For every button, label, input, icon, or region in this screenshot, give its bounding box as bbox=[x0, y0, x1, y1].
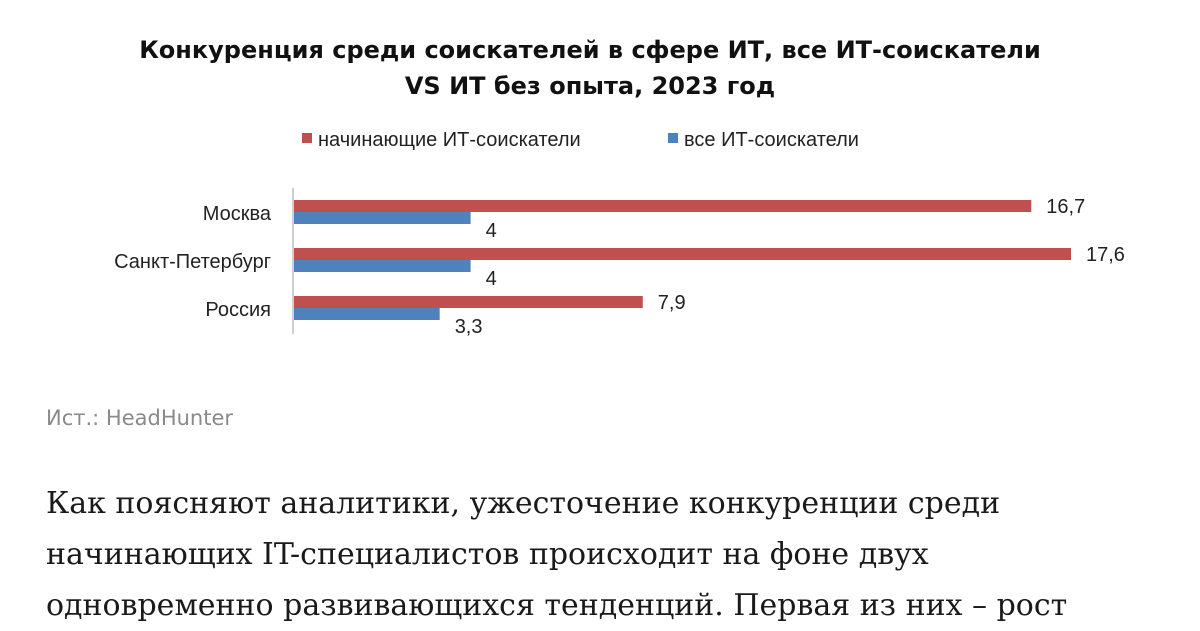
legend-swatch-beginners bbox=[302, 133, 312, 143]
bar-all bbox=[294, 260, 471, 272]
value-label: 4 bbox=[486, 268, 497, 290]
legend-label-all: все ИТ-соискатели bbox=[684, 129, 859, 151]
source-caption: Ист.: HeadHunter bbox=[46, 406, 234, 430]
article-line: начинающих IT-специалистов происходит на… bbox=[46, 537, 929, 572]
category-label: Россия bbox=[205, 299, 271, 321]
value-label: 4 bbox=[486, 220, 497, 242]
legend-label-beginners: начинающие ИТ-соискатели bbox=[318, 129, 581, 151]
value-labels: 16,7 4 17,6 4 7,9 3,3 bbox=[455, 196, 1125, 338]
category-labels: Москва Санкт-Петербург Россия bbox=[114, 203, 272, 321]
bar-beginners bbox=[294, 248, 1071, 260]
category-label: Санкт-Петербург bbox=[114, 251, 271, 273]
chart-title-line-2: VS ИТ без опыта, 2023 год bbox=[405, 72, 775, 100]
bar-beginners bbox=[294, 296, 643, 308]
article-line: одновременно развивающихся тенденций. Пе… bbox=[46, 588, 1068, 623]
bar-chart: Конкуренция среди соискателей в сфере ИТ… bbox=[114, 36, 1125, 338]
chart-title-line-1: Конкуренция среди соискателей в сфере ИТ… bbox=[139, 36, 1041, 64]
value-label: 3,3 bbox=[455, 316, 483, 338]
legend-swatch-all bbox=[668, 133, 678, 143]
bars bbox=[294, 200, 1071, 320]
value-label: 7,9 bbox=[658, 292, 686, 314]
value-label: 17,6 bbox=[1086, 244, 1125, 266]
category-label: Москва bbox=[203, 203, 272, 225]
bar-all bbox=[294, 308, 440, 320]
article-text: Как поясняют аналитики, ужесточение конк… bbox=[46, 478, 1176, 631]
legend: начинающие ИТ-соискатели все ИТ-соискате… bbox=[302, 129, 859, 151]
value-label: 16,7 bbox=[1046, 196, 1085, 218]
article-line: Как поясняют аналитики, ужесточение конк… bbox=[46, 486, 1001, 521]
bar-beginners bbox=[294, 200, 1032, 212]
bar-all bbox=[294, 212, 471, 224]
